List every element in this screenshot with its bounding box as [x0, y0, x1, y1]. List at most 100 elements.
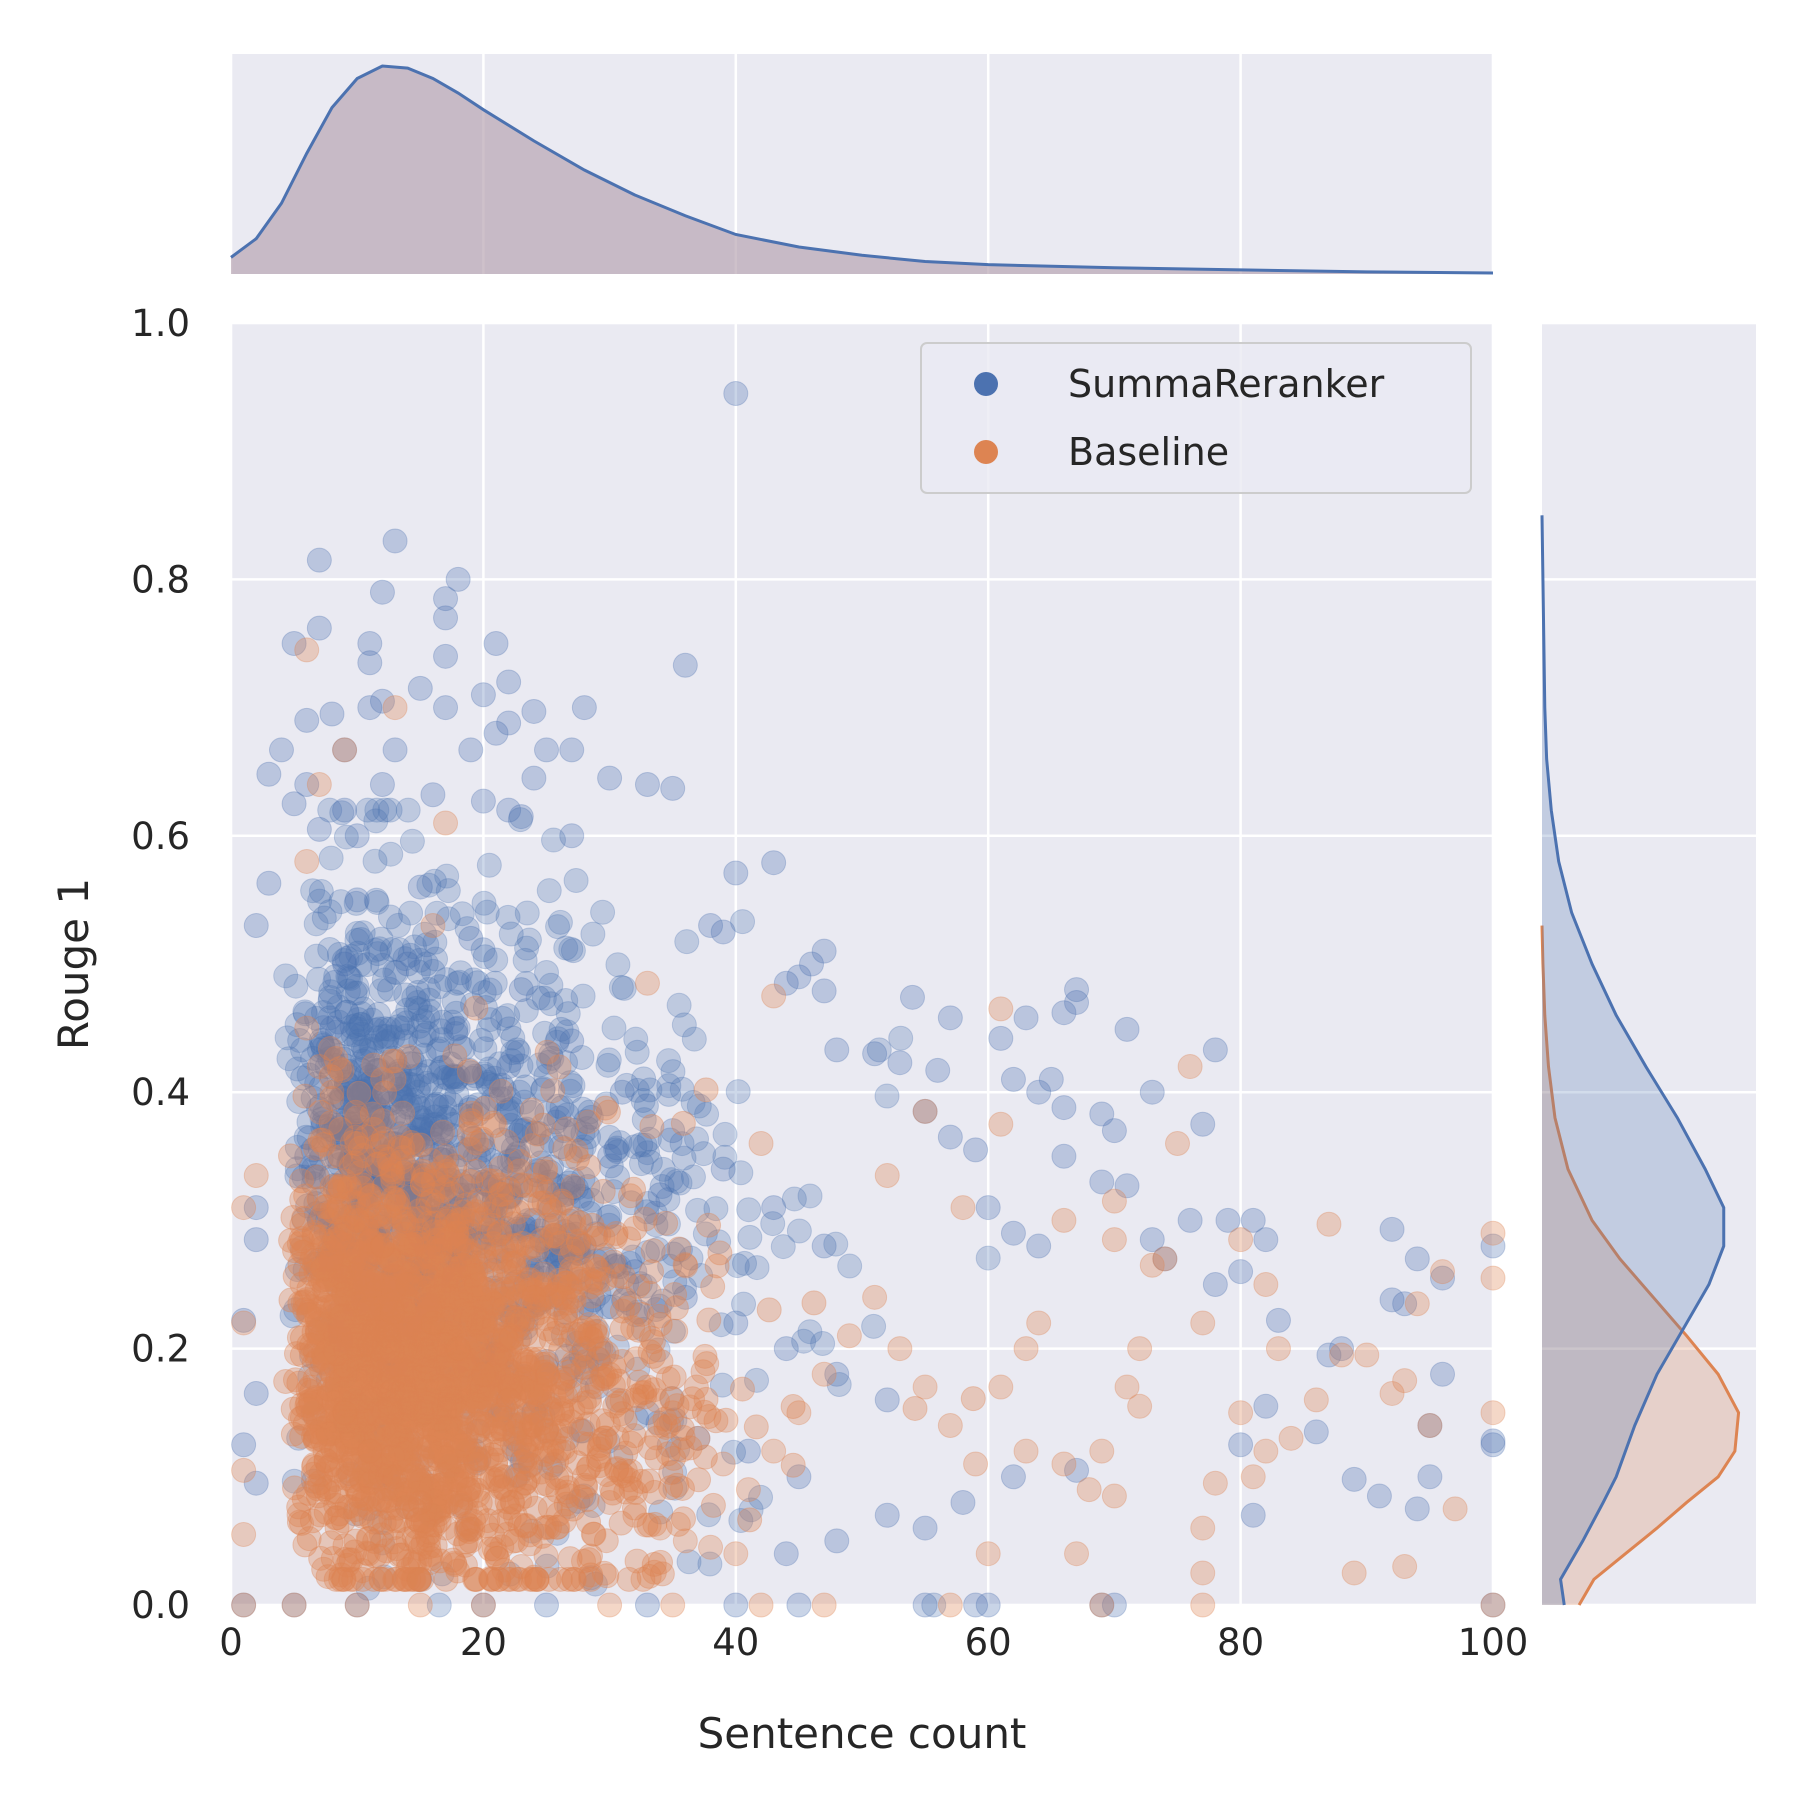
data-point-summareranker: [355, 1071, 381, 1097]
data-point-summareranker: [414, 1070, 440, 1096]
data-point-summareranker: [556, 1356, 582, 1382]
data-point-summareranker: [303, 1191, 329, 1217]
data-point-summareranker: [650, 1156, 676, 1182]
data-point-baseline: [344, 1105, 370, 1131]
data-point-summareranker: [605, 952, 631, 978]
data-point-summareranker: [403, 1183, 429, 1209]
data-point-summareranker: [308, 1074, 334, 1100]
data-point-summareranker: [428, 1206, 454, 1232]
data-point-summareranker: [334, 1021, 360, 1047]
data-point-summareranker: [448, 1492, 474, 1518]
data-point-baseline: [761, 983, 787, 1009]
data-point-baseline: [756, 1297, 782, 1323]
data-point-baseline: [357, 1438, 383, 1464]
data-point-baseline: [458, 1528, 484, 1554]
data-point-summareranker: [508, 1118, 534, 1144]
data-point-summareranker: [500, 1147, 526, 1173]
data-point-summareranker: [334, 945, 360, 971]
data-point-summareranker: [385, 1140, 411, 1166]
data-point-summareranker: [582, 1571, 608, 1597]
data-point-baseline: [698, 1534, 724, 1560]
data-point-summareranker: [525, 1255, 551, 1281]
data-point-summareranker: [521, 1399, 547, 1425]
data-point-summareranker: [374, 1460, 400, 1486]
data-point-summareranker: [480, 1209, 506, 1235]
data-point-summareranker: [384, 1222, 410, 1248]
data-point-baseline: [1480, 1400, 1506, 1426]
data-point-baseline: [496, 1387, 522, 1413]
data-point-summareranker: [478, 1199, 504, 1225]
data-point-baseline: [519, 1097, 545, 1123]
data-point-summareranker: [440, 1122, 466, 1148]
data-point-summareranker: [499, 1230, 525, 1256]
data-point-summareranker: [410, 1261, 436, 1287]
data-point-summareranker: [377, 1087, 403, 1113]
data-point-summareranker: [592, 1242, 618, 1268]
data-point-summareranker: [671, 1145, 697, 1171]
data-point-baseline: [673, 1253, 699, 1279]
data-point-summareranker: [317, 984, 343, 1010]
data-point-baseline: [294, 1015, 320, 1041]
data-point-baseline: [407, 1592, 433, 1618]
data-point-baseline: [1240, 1464, 1266, 1490]
data-point-summareranker: [647, 1182, 673, 1208]
data-point-baseline: [529, 1376, 555, 1402]
data-point-summareranker: [547, 1285, 573, 1311]
data-point-baseline: [811, 1592, 837, 1618]
data-point-baseline: [382, 695, 408, 721]
data-point-summareranker: [276, 1046, 302, 1072]
data-point-summareranker: [308, 1027, 334, 1053]
data-point-summareranker: [511, 1364, 537, 1390]
data-point-summareranker: [671, 1275, 697, 1301]
data-point-summareranker: [295, 1193, 321, 1219]
data-point-summareranker: [423, 1093, 449, 1119]
data-point-summareranker: [344, 1294, 370, 1320]
data-point-summareranker: [662, 1269, 688, 1295]
data-point-summareranker: [435, 1357, 461, 1383]
data-point-summareranker: [386, 937, 412, 963]
data-point-summareranker: [669, 1076, 695, 1102]
data-point-summareranker: [721, 1439, 747, 1465]
data-point-summareranker: [579, 1187, 605, 1213]
data-point-summareranker: [401, 1159, 427, 1185]
data-point-summareranker: [343, 1276, 369, 1302]
data-point-summareranker: [632, 1132, 658, 1158]
data-point-summareranker: [309, 1031, 335, 1057]
data-point-summareranker: [400, 1311, 426, 1337]
data-point-summareranker: [319, 1313, 345, 1339]
data-point-summareranker: [513, 1116, 539, 1142]
data-point-summareranker: [340, 1264, 366, 1290]
data-point-summareranker: [438, 1313, 464, 1339]
data-point-baseline: [442, 1043, 468, 1069]
data-point-summareranker: [723, 1310, 749, 1336]
data-point-summareranker: [447, 1252, 473, 1278]
data-point-summareranker: [565, 1330, 591, 1356]
data-point-summareranker: [500, 1359, 526, 1385]
data-point-summareranker: [569, 1295, 595, 1321]
data-point-summareranker: [534, 1101, 560, 1127]
data-point-baseline: [693, 1077, 719, 1103]
data-point-summareranker: [634, 1592, 660, 1618]
data-point-summareranker: [452, 1304, 478, 1330]
data-point-summareranker: [353, 1284, 379, 1310]
data-point-summareranker: [469, 1341, 495, 1367]
data-point-summareranker: [345, 1098, 371, 1124]
data-point-summareranker: [337, 1461, 363, 1487]
data-point-summareranker: [366, 1151, 392, 1177]
data-point-summareranker: [408, 1029, 434, 1055]
data-point-baseline: [316, 1376, 342, 1402]
data-point-summareranker: [357, 1164, 383, 1190]
data-point-summareranker: [534, 1233, 560, 1259]
data-point-baseline: [482, 1112, 508, 1138]
data-point-summareranker: [440, 1273, 466, 1299]
data-point-baseline: [372, 1488, 398, 1514]
data-point-summareranker: [525, 985, 551, 1011]
data-point-summareranker: [353, 1272, 379, 1298]
data-point-summareranker: [559, 823, 585, 849]
data-point-summareranker: [385, 1014, 411, 1040]
data-point-summareranker: [352, 1419, 378, 1445]
data-point-summareranker: [395, 1071, 421, 1097]
data-point-summareranker: [344, 920, 370, 946]
data-point-summareranker: [388, 1082, 414, 1108]
data-point-summareranker: [471, 979, 497, 1005]
